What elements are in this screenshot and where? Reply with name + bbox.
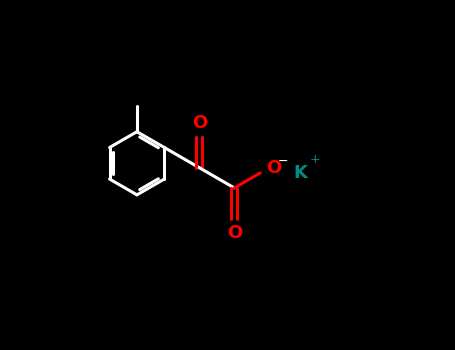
Text: K: K xyxy=(294,164,308,182)
Text: O: O xyxy=(192,114,207,132)
Text: +: + xyxy=(309,153,320,166)
Text: O: O xyxy=(266,159,281,177)
Text: −: − xyxy=(277,155,288,168)
Text: O: O xyxy=(227,224,242,242)
